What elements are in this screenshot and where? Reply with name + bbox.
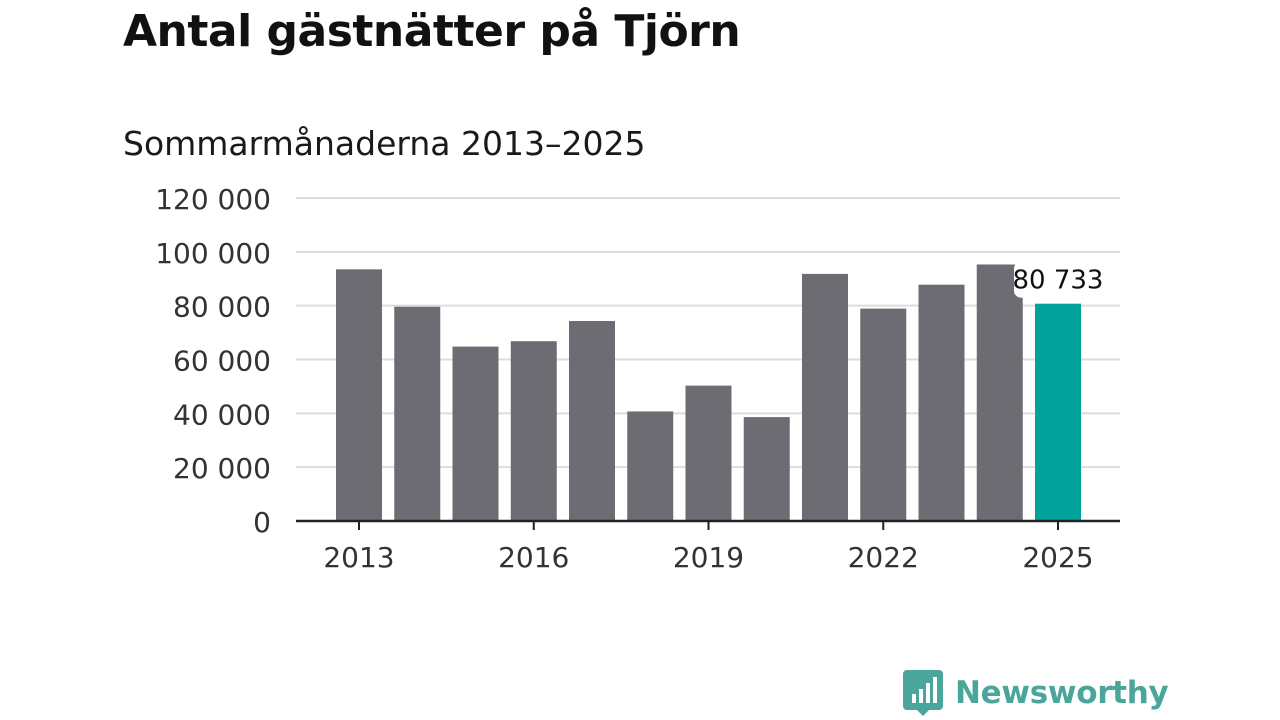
bar — [802, 273, 848, 521]
newsworthy-logo: Newsworthy — [903, 670, 1169, 716]
bar — [976, 264, 1023, 521]
bar — [743, 417, 790, 521]
bar — [394, 306, 441, 521]
bar — [860, 308, 907, 521]
bar-chart-speech-bubble-icon — [903, 670, 943, 716]
bar — [1035, 303, 1081, 521]
y-tick-label: 40 000 — [173, 398, 271, 431]
y-tick-label: 60 000 — [173, 345, 271, 378]
bar — [336, 269, 382, 521]
data-label: 80 733 — [1013, 266, 1104, 296]
x-tick-label: 2022 — [848, 541, 919, 574]
chart-subtitle: Sommarmånaderna 2013–2025 — [123, 124, 646, 163]
x-tick-label: 2025 — [1022, 541, 1093, 574]
y-tick-label: 80 000 — [173, 291, 271, 324]
bar — [627, 411, 674, 521]
bar — [918, 284, 965, 521]
bar — [685, 385, 732, 521]
bar — [569, 321, 615, 521]
x-tick-label: 2013 — [323, 541, 394, 574]
x-tick-label: 2019 — [673, 541, 744, 574]
brand-name: Newsworthy — [955, 675, 1169, 711]
chart-title: Antal gästnätter på Tjörn — [123, 6, 741, 57]
y-tick-label: 20 000 — [173, 452, 271, 485]
x-tick-label: 2016 — [498, 541, 569, 574]
data-label-background — [1014, 261, 1102, 298]
y-tick-label: 100 000 — [155, 237, 271, 270]
bar — [510, 341, 557, 521]
bar — [452, 346, 499, 521]
y-tick-label: 0 — [253, 506, 271, 539]
y-tick-label: 120 000 — [155, 183, 271, 216]
